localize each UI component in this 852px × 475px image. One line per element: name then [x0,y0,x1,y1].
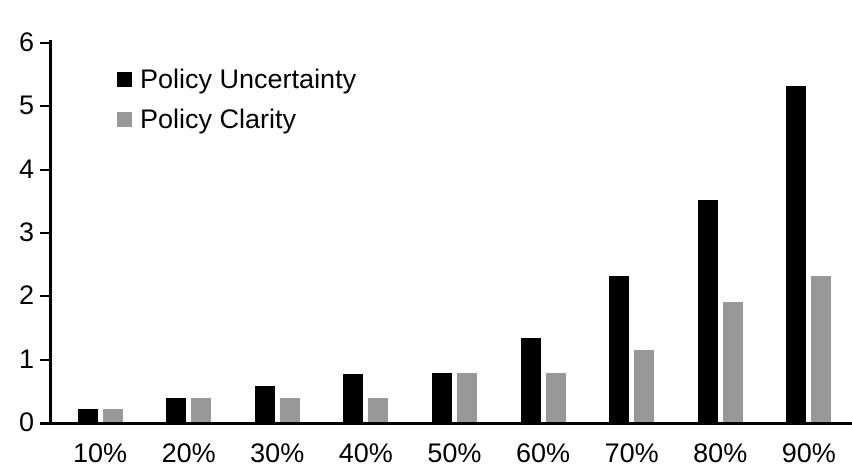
y-axis-tick [40,422,52,424]
x-tick-label: 40% [338,438,393,468]
legend-label: Policy Uncertainty [140,63,357,94]
legend-swatch-icon [117,71,132,87]
y-axis-tick [40,358,52,361]
bar-policy-clarity-40pct [368,398,389,422]
legend-swatch-icon [117,111,132,127]
bar-policy-clarity-50pct [456,373,477,422]
bar-policy-clarity-60pct [545,373,566,422]
bar-policy-uncertainty-40pct [343,374,364,422]
y-tick-label: 2 [18,280,34,311]
bar-policy-uncertainty-90pct [786,86,807,422]
x-tick-label: 30% [250,438,305,468]
y-tick-label: 6 [18,26,34,57]
y-tick-label: 4 [18,153,34,184]
bar-policy-uncertainty-60pct [520,338,541,422]
bar-policy-clarity-10pct [102,409,123,422]
y-axis-tick [40,295,52,298]
bar-policy-clarity-20pct [191,398,212,422]
x-tick-label: 10% [72,438,128,468]
bar-policy-uncertainty-80pct [697,200,718,422]
x-tick-label: 80% [693,438,748,468]
x-tick-label: 90% [781,438,836,468]
bar-policy-uncertainty-50pct [431,373,452,422]
bar-policy-uncertainty-30pct [254,386,275,422]
x-tick-label: 60% [515,438,571,468]
x-tick-label: 70% [604,438,659,468]
x-tick-label: 20% [161,438,216,468]
x-axis-line [40,422,852,425]
y-axis-tick [40,232,52,234]
bar-policy-clarity-80pct [722,302,743,422]
y-axis-tick [40,42,52,44]
y-axis-tick [40,105,52,108]
y-axis-tick [40,168,52,171]
bar-policy-uncertainty-20pct [166,398,187,422]
x-tick-label: 50% [427,438,482,468]
bar-policy-uncertainty-70pct [609,276,630,422]
y-tick-label: 1 [18,343,34,374]
legend-label: Policy Clarity [140,103,297,134]
legend: Policy Uncertainty Policy Clarity [117,59,356,139]
y-tick-label: 3 [18,216,34,247]
bar-policy-clarity-30pct [279,398,300,422]
legend-item-policy-clarity: Policy Clarity [117,99,356,139]
legend-item-policy-uncertainty: Policy Uncertainty [117,59,356,99]
bar-policy-uncertainty-10pct [77,409,98,422]
bar-policy-clarity-70pct [634,350,655,422]
y-tick-label: 5 [18,90,34,121]
y-tick-label: 0 [18,406,34,437]
bar-policy-clarity-90pct [811,276,832,422]
